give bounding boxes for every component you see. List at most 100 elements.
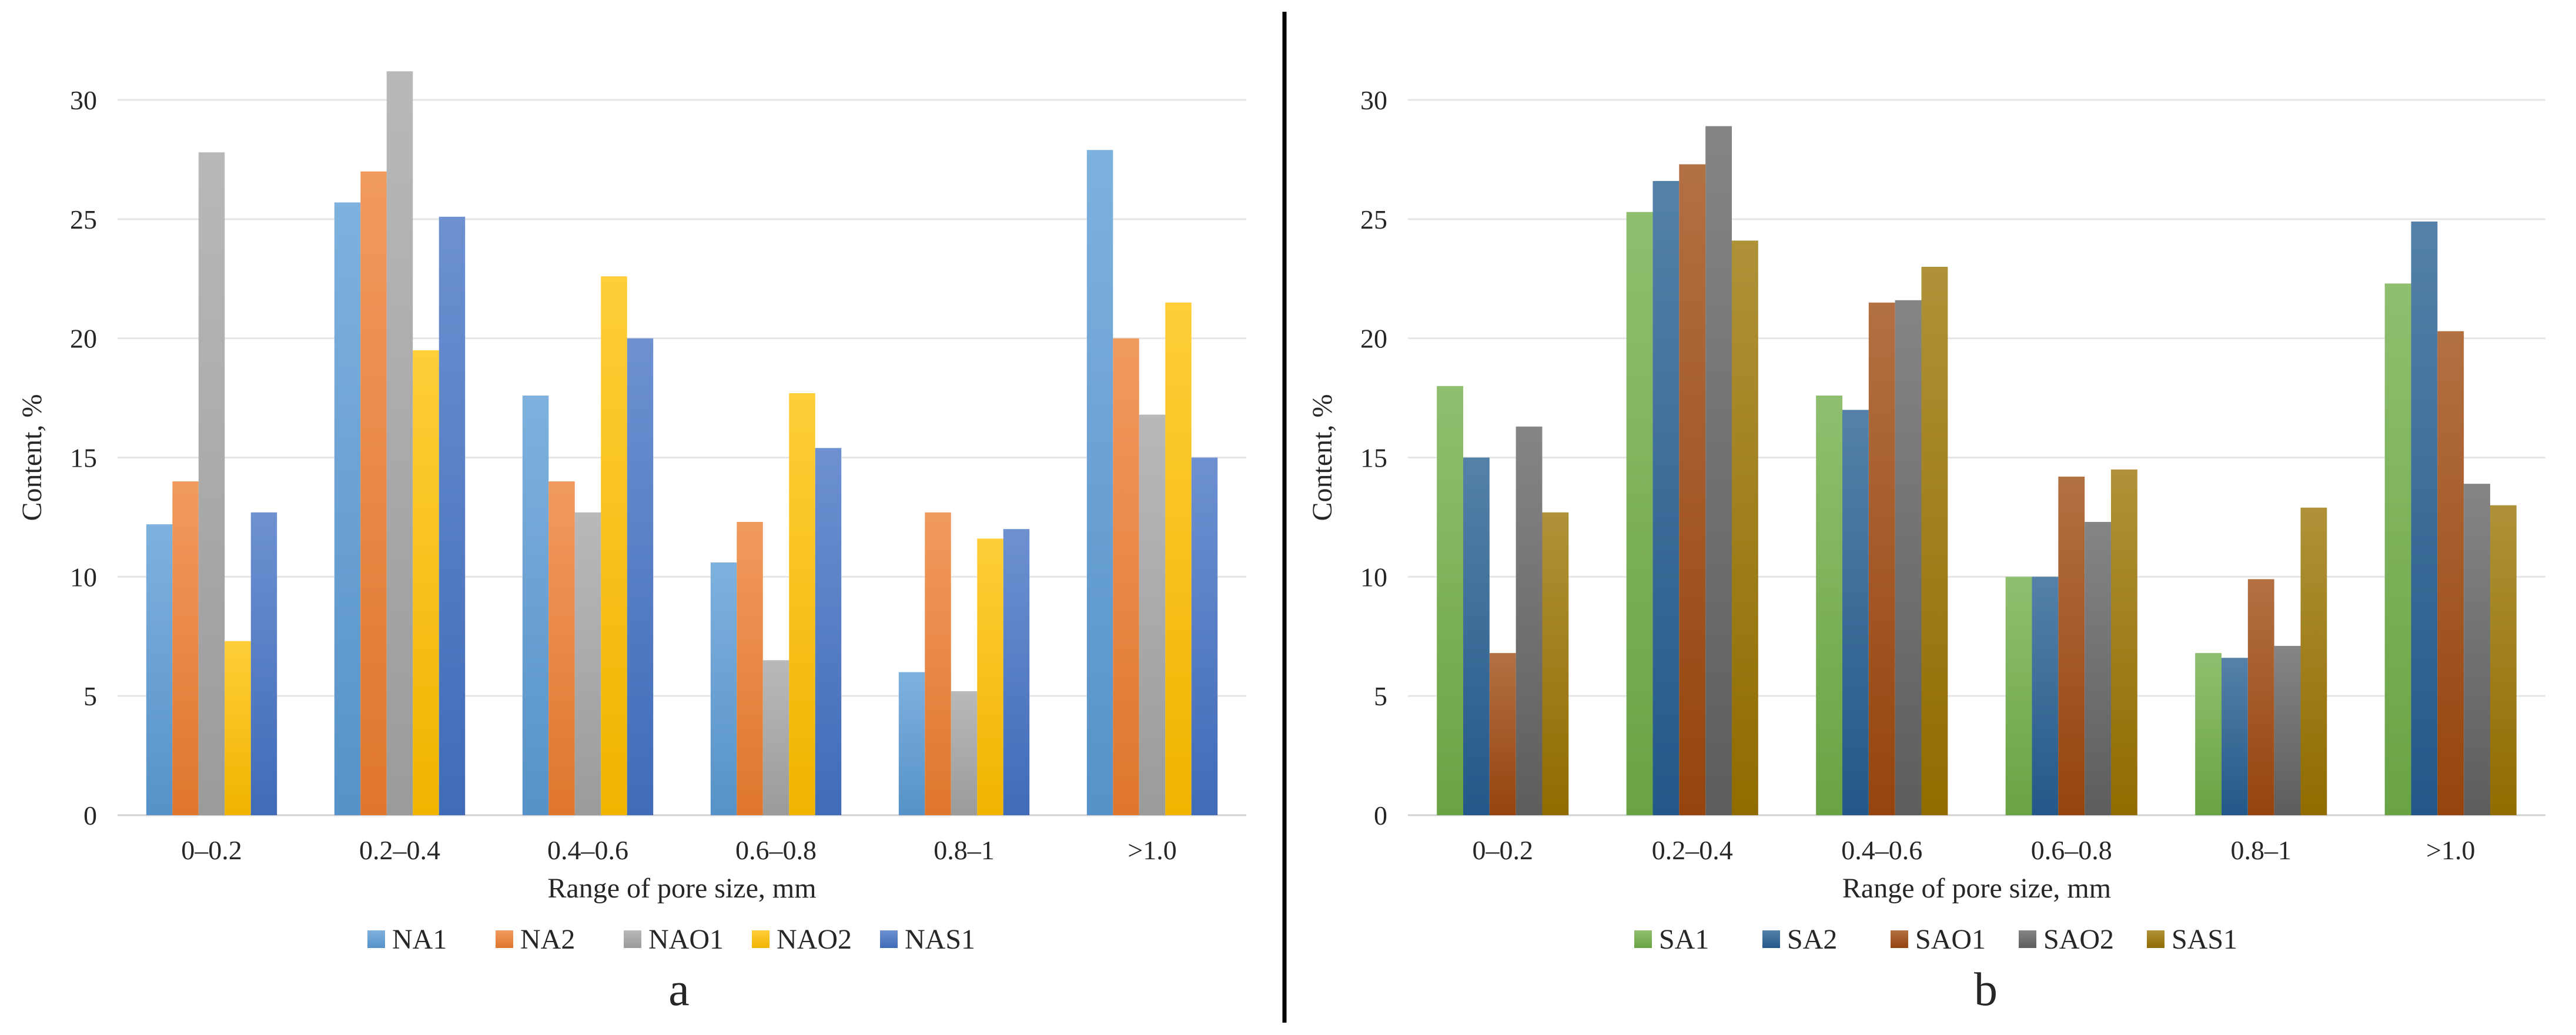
legend-label: SAS1 — [2172, 924, 2237, 955]
bar-na1-5 — [1086, 150, 1113, 816]
bar-sa2-4 — [2222, 658, 2248, 815]
legend-swatch — [752, 930, 770, 948]
bar-nao1-1 — [386, 71, 413, 816]
bar-nao2-4 — [977, 538, 1003, 815]
bar-sao2-3 — [2085, 522, 2111, 815]
legend-item-sao1: SAO1 — [1891, 924, 1986, 955]
legend-swatch — [624, 930, 641, 948]
y-tick-label: 25 — [1360, 205, 1387, 235]
bar-sao2-5 — [2464, 484, 2490, 815]
legend-swatch — [496, 930, 513, 948]
bar-nas1-0 — [250, 512, 277, 815]
panel-letter: b — [1974, 964, 1998, 1016]
chart-panel-b: 0 5 10 15 20 25 30 0–0.2 0.2–0.4 0.4–0.6 0.6–0.8 0.… — [1307, 85, 2545, 1016]
bar-nao2-3 — [789, 393, 815, 815]
bar-nas1-5 — [1191, 457, 1218, 815]
bar-na1-1 — [334, 202, 361, 816]
bar-na2-2 — [548, 481, 575, 815]
bar-sa1-4 — [2195, 653, 2222, 815]
legend-swatch — [1634, 930, 1652, 948]
legend-label: NAO2 — [777, 924, 852, 955]
legend-swatch — [1891, 930, 1908, 948]
bar-sas1-2 — [1921, 266, 1948, 815]
y-tick-label: 10 — [70, 562, 97, 592]
legend-item-sas1: SAS1 — [2147, 924, 2237, 955]
bar-sao2-1 — [1705, 126, 1732, 816]
x-tick-label: 0–0.2 — [181, 835, 242, 865]
bar-sao1-3 — [2058, 476, 2085, 815]
x-tick-label: 0.4–0.6 — [547, 835, 628, 865]
legend-label: SA2 — [1787, 924, 1837, 955]
bar-sao1-0 — [1489, 653, 1516, 815]
y-tick-label: 5 — [1374, 681, 1387, 711]
bar-sa2-3 — [2032, 577, 2059, 815]
bar-na1-2 — [522, 396, 549, 815]
bar-sas1-3 — [2110, 469, 2137, 815]
bar-nao1-0 — [198, 152, 225, 815]
legend-item-sa2: SA2 — [1762, 924, 1837, 955]
bar-sas1-1 — [1731, 240, 1758, 815]
bar-sa1-1 — [1626, 212, 1653, 815]
panel-letter: a — [668, 964, 690, 1016]
chart-panel-a: 0 5 10 15 20 25 30 0–0.2 0.2–0.4 0.4–0.6 0.6–0.8 0.… — [16, 71, 1246, 1016]
bar-sa1-0 — [1437, 386, 1464, 815]
bar-nao1-3 — [762, 660, 789, 815]
bar-nao2-5 — [1165, 302, 1192, 815]
y-tick-label: 0 — [1374, 800, 1387, 830]
y-tick-label: 0 — [83, 800, 97, 830]
legend-label: SA1 — [1659, 924, 1709, 955]
bar-nao1-4 — [951, 691, 978, 815]
bar-sao1-5 — [2437, 331, 2464, 815]
x-tick-label: 0.8–1 — [2231, 835, 2292, 865]
bar-sao2-0 — [1516, 426, 1543, 815]
x-tick-label: 0–0.2 — [1473, 835, 1534, 865]
y-tick-label: 25 — [70, 205, 97, 235]
bar-na1-0 — [146, 524, 173, 815]
legend-label: NAS1 — [905, 924, 975, 955]
legend-item-nao2: NAO2 — [752, 924, 852, 955]
bar-na2-1 — [360, 171, 387, 816]
bar-nao2-1 — [413, 350, 439, 815]
x-tick-label: >1.0 — [2426, 835, 2475, 865]
legend-item-na1: NA1 — [367, 924, 447, 955]
legend-item-na2: NA2 — [496, 924, 575, 955]
y-axis-label: Content, % — [1307, 394, 1338, 521]
legend-item-nao1: NAO1 — [624, 924, 724, 955]
legend-swatch — [880, 930, 898, 948]
bar-sa2-5 — [2411, 221, 2438, 815]
bar-sas1-4 — [2300, 507, 2327, 815]
legend-swatch — [367, 930, 385, 948]
bar-nas1-1 — [439, 216, 466, 815]
y-tick-label: 10 — [1360, 562, 1387, 592]
x-tick-label: 0.2–0.4 — [1652, 835, 1733, 865]
legend-label: NA1 — [392, 924, 447, 955]
legend-label: NAO1 — [648, 924, 724, 955]
y-axis-label: Content, % — [16, 394, 48, 521]
legend-item-sao2: SAO2 — [2019, 924, 2114, 955]
bar-nas1-2 — [627, 338, 654, 815]
legend-swatch — [2147, 930, 2164, 948]
bar-sa1-2 — [1816, 396, 1843, 815]
bar-na1-4 — [898, 672, 925, 815]
bar-na1-3 — [710, 562, 737, 815]
bar-na2-0 — [172, 481, 199, 815]
bar-sao1-4 — [2247, 579, 2274, 815]
bar-nas1-4 — [1003, 529, 1030, 815]
bar-sao2-4 — [2274, 645, 2301, 815]
bar-nao2-2 — [601, 276, 627, 815]
legend-swatch — [2019, 930, 2036, 948]
bar-na2-5 — [1113, 338, 1139, 815]
y-tick-label: 15 — [1360, 443, 1387, 473]
legend-label: NA2 — [520, 924, 575, 955]
x-axis-label: Range of pore size, mm — [1842, 873, 2111, 904]
bar-sao1-2 — [1868, 302, 1895, 815]
x-tick-label: 0.2–0.4 — [359, 835, 440, 865]
bar-na2-4 — [925, 512, 951, 815]
x-tick-label: 0.6–0.8 — [2031, 835, 2112, 865]
bar-nao1-5 — [1139, 414, 1166, 815]
bar-nao1-2 — [574, 512, 601, 815]
bar-nas1-3 — [815, 448, 842, 815]
y-tick-label: 5 — [83, 681, 97, 711]
x-axis-label: Range of pore size, mm — [547, 873, 816, 904]
